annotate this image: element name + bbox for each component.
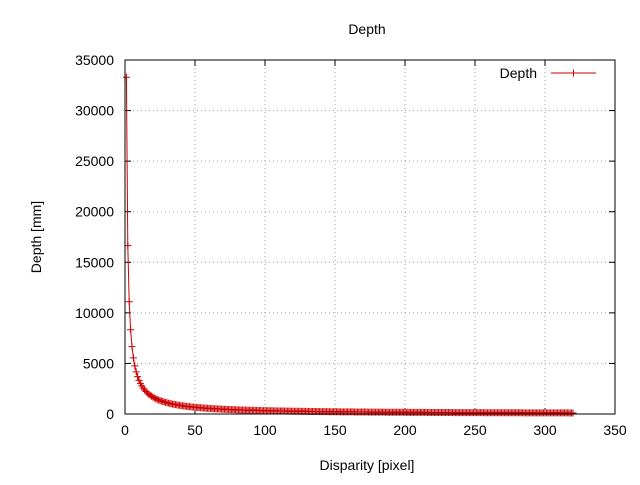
data-point-marker [132, 368, 140, 376]
y-tick-label: 0 [106, 406, 114, 422]
grid-lines [125, 60, 615, 414]
x-tick-label: 300 [533, 422, 557, 438]
x-tick-label: 350 [603, 422, 627, 438]
x-tick-label: 100 [253, 422, 277, 438]
y-axis-label: Depth [mm] [28, 201, 44, 273]
y-tick-label: 15000 [75, 254, 114, 270]
data-point-marker [131, 362, 139, 370]
legend: Depth [500, 65, 596, 81]
y-tick-label: 25000 [75, 153, 114, 169]
axis-ticks: 0 50 100 150 200 250 300 350 0 5000 10000 15000 2000… [75, 52, 627, 438]
y-tick-label: 30000 [75, 103, 114, 119]
y-tick-label: 20000 [75, 204, 114, 220]
y-tick-label: 35000 [75, 52, 114, 68]
x-tick-label: 250 [463, 422, 487, 438]
data-point-marker [127, 326, 135, 334]
data-point-marker [129, 354, 137, 362]
data-point-marker [125, 298, 133, 306]
plot-area-frame [124, 59, 616, 415]
chart-title: Depth [348, 21, 385, 37]
x-tick-label: 200 [393, 422, 417, 438]
data-series [122, 73, 577, 417]
data-point-marker [128, 343, 136, 351]
legend-marker-sample [570, 69, 577, 77]
y-tick-label: 10000 [75, 305, 114, 321]
data-point-marker [122, 73, 130, 81]
data-point-marker [135, 376, 143, 384]
data-point-marker [134, 373, 142, 381]
y-tick-label: 5000 [83, 355, 114, 371]
x-tick-label: 150 [323, 422, 347, 438]
x-tick-label: 50 [187, 422, 203, 438]
x-tick-label: 0 [121, 422, 129, 438]
x-axis-label: Disparity [pixel] [320, 457, 415, 473]
data-point-marker [569, 409, 577, 417]
series-0 [122, 73, 577, 417]
series-line [125, 77, 574, 414]
legend-label: Depth [500, 65, 537, 81]
